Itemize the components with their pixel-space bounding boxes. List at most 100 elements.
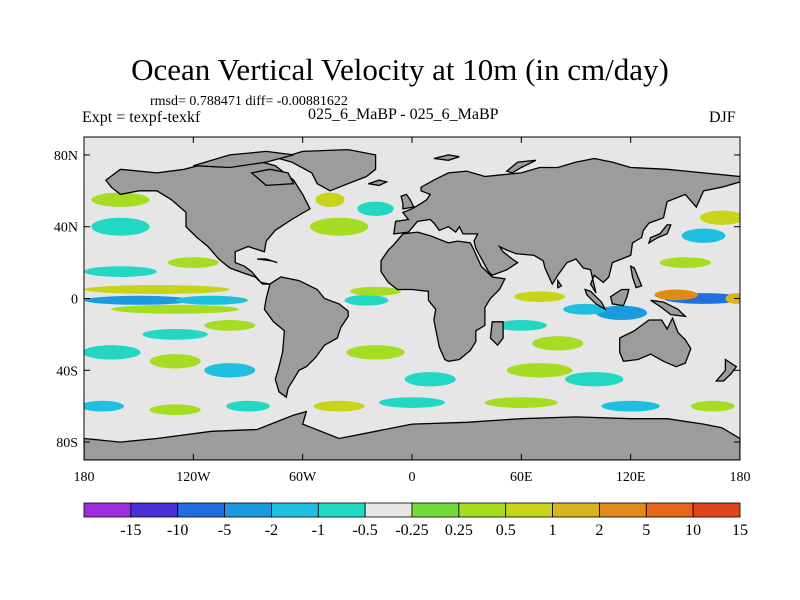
y-tick-label: 80S [56,436,78,451]
anomaly-region-8 [514,291,566,303]
colorbar-label: 10 [685,522,701,539]
y-tick-label: 0 [71,293,78,308]
anomaly-region-16 [309,217,369,236]
anomaly-region-25 [565,372,624,387]
colorbar-label: -2 [265,522,278,539]
anomaly-region-4 [175,295,248,305]
land-new-zealand [714,358,738,382]
land-australia [619,316,692,368]
x-tick-label: 60E [510,470,533,485]
stats-line: rmsd= 0.788471 diff= -0.00881622 [150,94,348,109]
x-tick-label: 180 [74,470,95,485]
anomaly-region-14 [699,210,740,225]
colorbar-label: 5 [642,522,650,539]
anomaly-region-24 [506,363,573,378]
colorbar-label: 2 [595,522,603,539]
anomaly-region-17 [357,201,394,216]
colorbar-label: -0.5 [352,522,377,539]
land-canadian-archipelago [193,150,294,169]
land-south-america [263,276,349,399]
y-tick-label: 80N [54,149,78,164]
anomaly-region-1 [654,289,699,301]
anomaly-region-2 [725,293,740,304]
expt-label: Expt = texpf-texkf [82,109,201,126]
land-iceland [368,179,389,187]
anomaly-region-6 [111,304,239,314]
anomaly-region-15 [681,228,726,243]
land-greenland [276,148,377,192]
colorbar-label: 0.5 [496,522,516,539]
y-tick-label: 40S [56,364,78,379]
colorbar-label: -15 [120,522,141,539]
colorbar-swatch [505,502,553,518]
colorbar-swatch [458,502,507,518]
colorbar-swatch [645,502,694,518]
colorbar-swatch [599,502,647,518]
anomaly-region-38 [204,320,256,331]
x-tick-label: 180 [730,470,751,485]
anomaly-region-31 [484,397,558,408]
anomaly-region-18 [315,192,345,207]
land-antarctica [84,410,740,460]
land-japan [647,224,672,245]
center-label: 025_6_MaBP - 025_6_MaBP [308,106,499,123]
anomaly-region-9 [563,303,607,315]
anomaly-region-30 [379,397,445,408]
anomaly-region-27 [149,404,201,416]
anomaly-region-13 [91,192,150,207]
anomaly-region-34 [84,266,157,277]
y-tick-label: 40N [54,221,78,236]
land-novaya-zemlya [505,159,537,174]
anomaly-region-35 [167,257,219,268]
colorbar-label: -0.25 [395,522,428,539]
anomaly-region-32 [601,400,660,412]
anomaly-region-11 [350,286,402,296]
anomaly-region-40 [532,336,584,351]
anomaly-region-5 [84,285,230,295]
colorbar-swatch [317,502,366,518]
anomaly-region-36 [659,257,711,268]
x-tick-label: 0 [409,470,416,485]
colorbar-swatch [552,502,600,518]
land-north-america [104,157,311,285]
colorbar-swatch [271,502,319,518]
anomaly-region-33 [690,400,735,412]
land-philippines [629,265,643,289]
land-africa [380,231,506,362]
land-cuba [257,258,278,264]
land-new-guinea [650,299,688,318]
colorbar-swatch [692,502,741,518]
anomaly-region-21 [204,363,256,378]
colorbar-label: 15 [732,522,748,539]
colorbar-swatch [224,502,272,518]
anomaly-region-28 [226,400,270,412]
chart-title: Ocean Vertical Velocity at 10m (in cm/da… [131,52,669,87]
land-baffin [250,168,295,187]
anomaly-region-26 [84,400,125,412]
anomaly-region-19 [84,345,141,360]
colorbar-label: 1 [549,522,557,539]
colorbar-swatch [130,502,179,518]
x-tick-label: 120W [176,470,211,485]
anomaly-region-12 [91,217,150,236]
anomaly-region-23 [404,372,456,387]
anomaly-region-10 [344,294,389,306]
anomaly-region-29 [313,400,365,412]
x-tick-label: 120E [616,470,646,485]
land-uk [400,193,415,210]
anomaly-region-7 [596,305,648,321]
land-sumatra [584,288,607,311]
colorbar-label: -10 [167,522,188,539]
colorbar-swatch [177,502,225,518]
colorbar-label: -1 [312,522,325,539]
land-sri-lanka [557,278,563,289]
land-svalbard [433,154,460,161]
colorbar-swatch [364,502,413,518]
season-label: DJF [709,109,736,126]
anomaly-region-20 [149,354,201,369]
anomaly-region-37 [142,329,208,340]
anomaly-region-22 [346,345,405,360]
land-eurasia [393,157,740,294]
